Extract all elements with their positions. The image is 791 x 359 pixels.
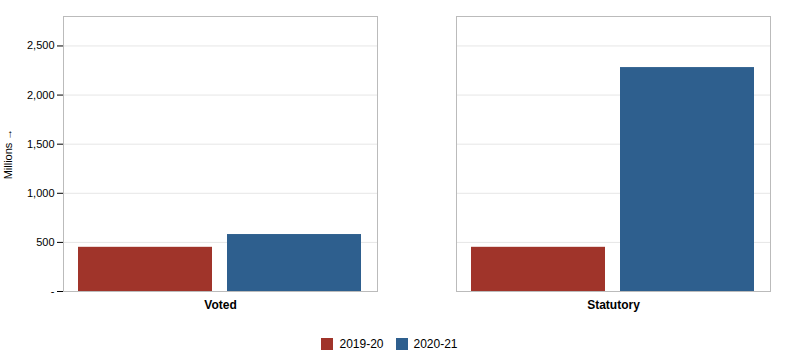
- svg-text:2,500: 2,500: [27, 39, 55, 51]
- svg-text:-: -: [51, 285, 55, 297]
- svg-text:2,000: 2,000: [27, 89, 55, 101]
- svg-text:Voted: Voted: [204, 298, 236, 312]
- svg-text:1,000: 1,000: [27, 187, 55, 199]
- html-text:2020-21: 2020-21: [413, 336, 458, 351]
- svg-text:500: 500: [36, 236, 54, 248]
- html-text:2019-20: 2019-20: [339, 336, 384, 351]
- svg-text:1,500: 1,500: [27, 138, 55, 150]
- svg-text:Statutory: Statutory: [587, 298, 640, 312]
- svg-text:Millions →: Millions →: [2, 129, 14, 180]
